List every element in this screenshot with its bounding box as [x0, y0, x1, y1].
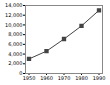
svg-text:2,000: 2,000	[8, 60, 22, 66]
svg-text:8,000: 8,000	[8, 31, 22, 37]
svg-text:0: 0	[19, 70, 23, 77]
svg-text:10,000: 10,000	[5, 22, 23, 28]
svg-text:4,000: 4,000	[8, 51, 22, 57]
svg-text:1970: 1970	[58, 75, 71, 81]
svg-text:6,000: 6,000	[8, 41, 22, 47]
svg-text:1990: 1990	[93, 75, 106, 81]
svg-text:14,000: 14,000	[5, 2, 23, 8]
svg-text:1980: 1980	[75, 75, 88, 81]
svg-text:1950: 1950	[23, 75, 36, 81]
svg-text:12,000: 12,000	[5, 12, 23, 18]
svg-text:1960: 1960	[40, 75, 53, 81]
